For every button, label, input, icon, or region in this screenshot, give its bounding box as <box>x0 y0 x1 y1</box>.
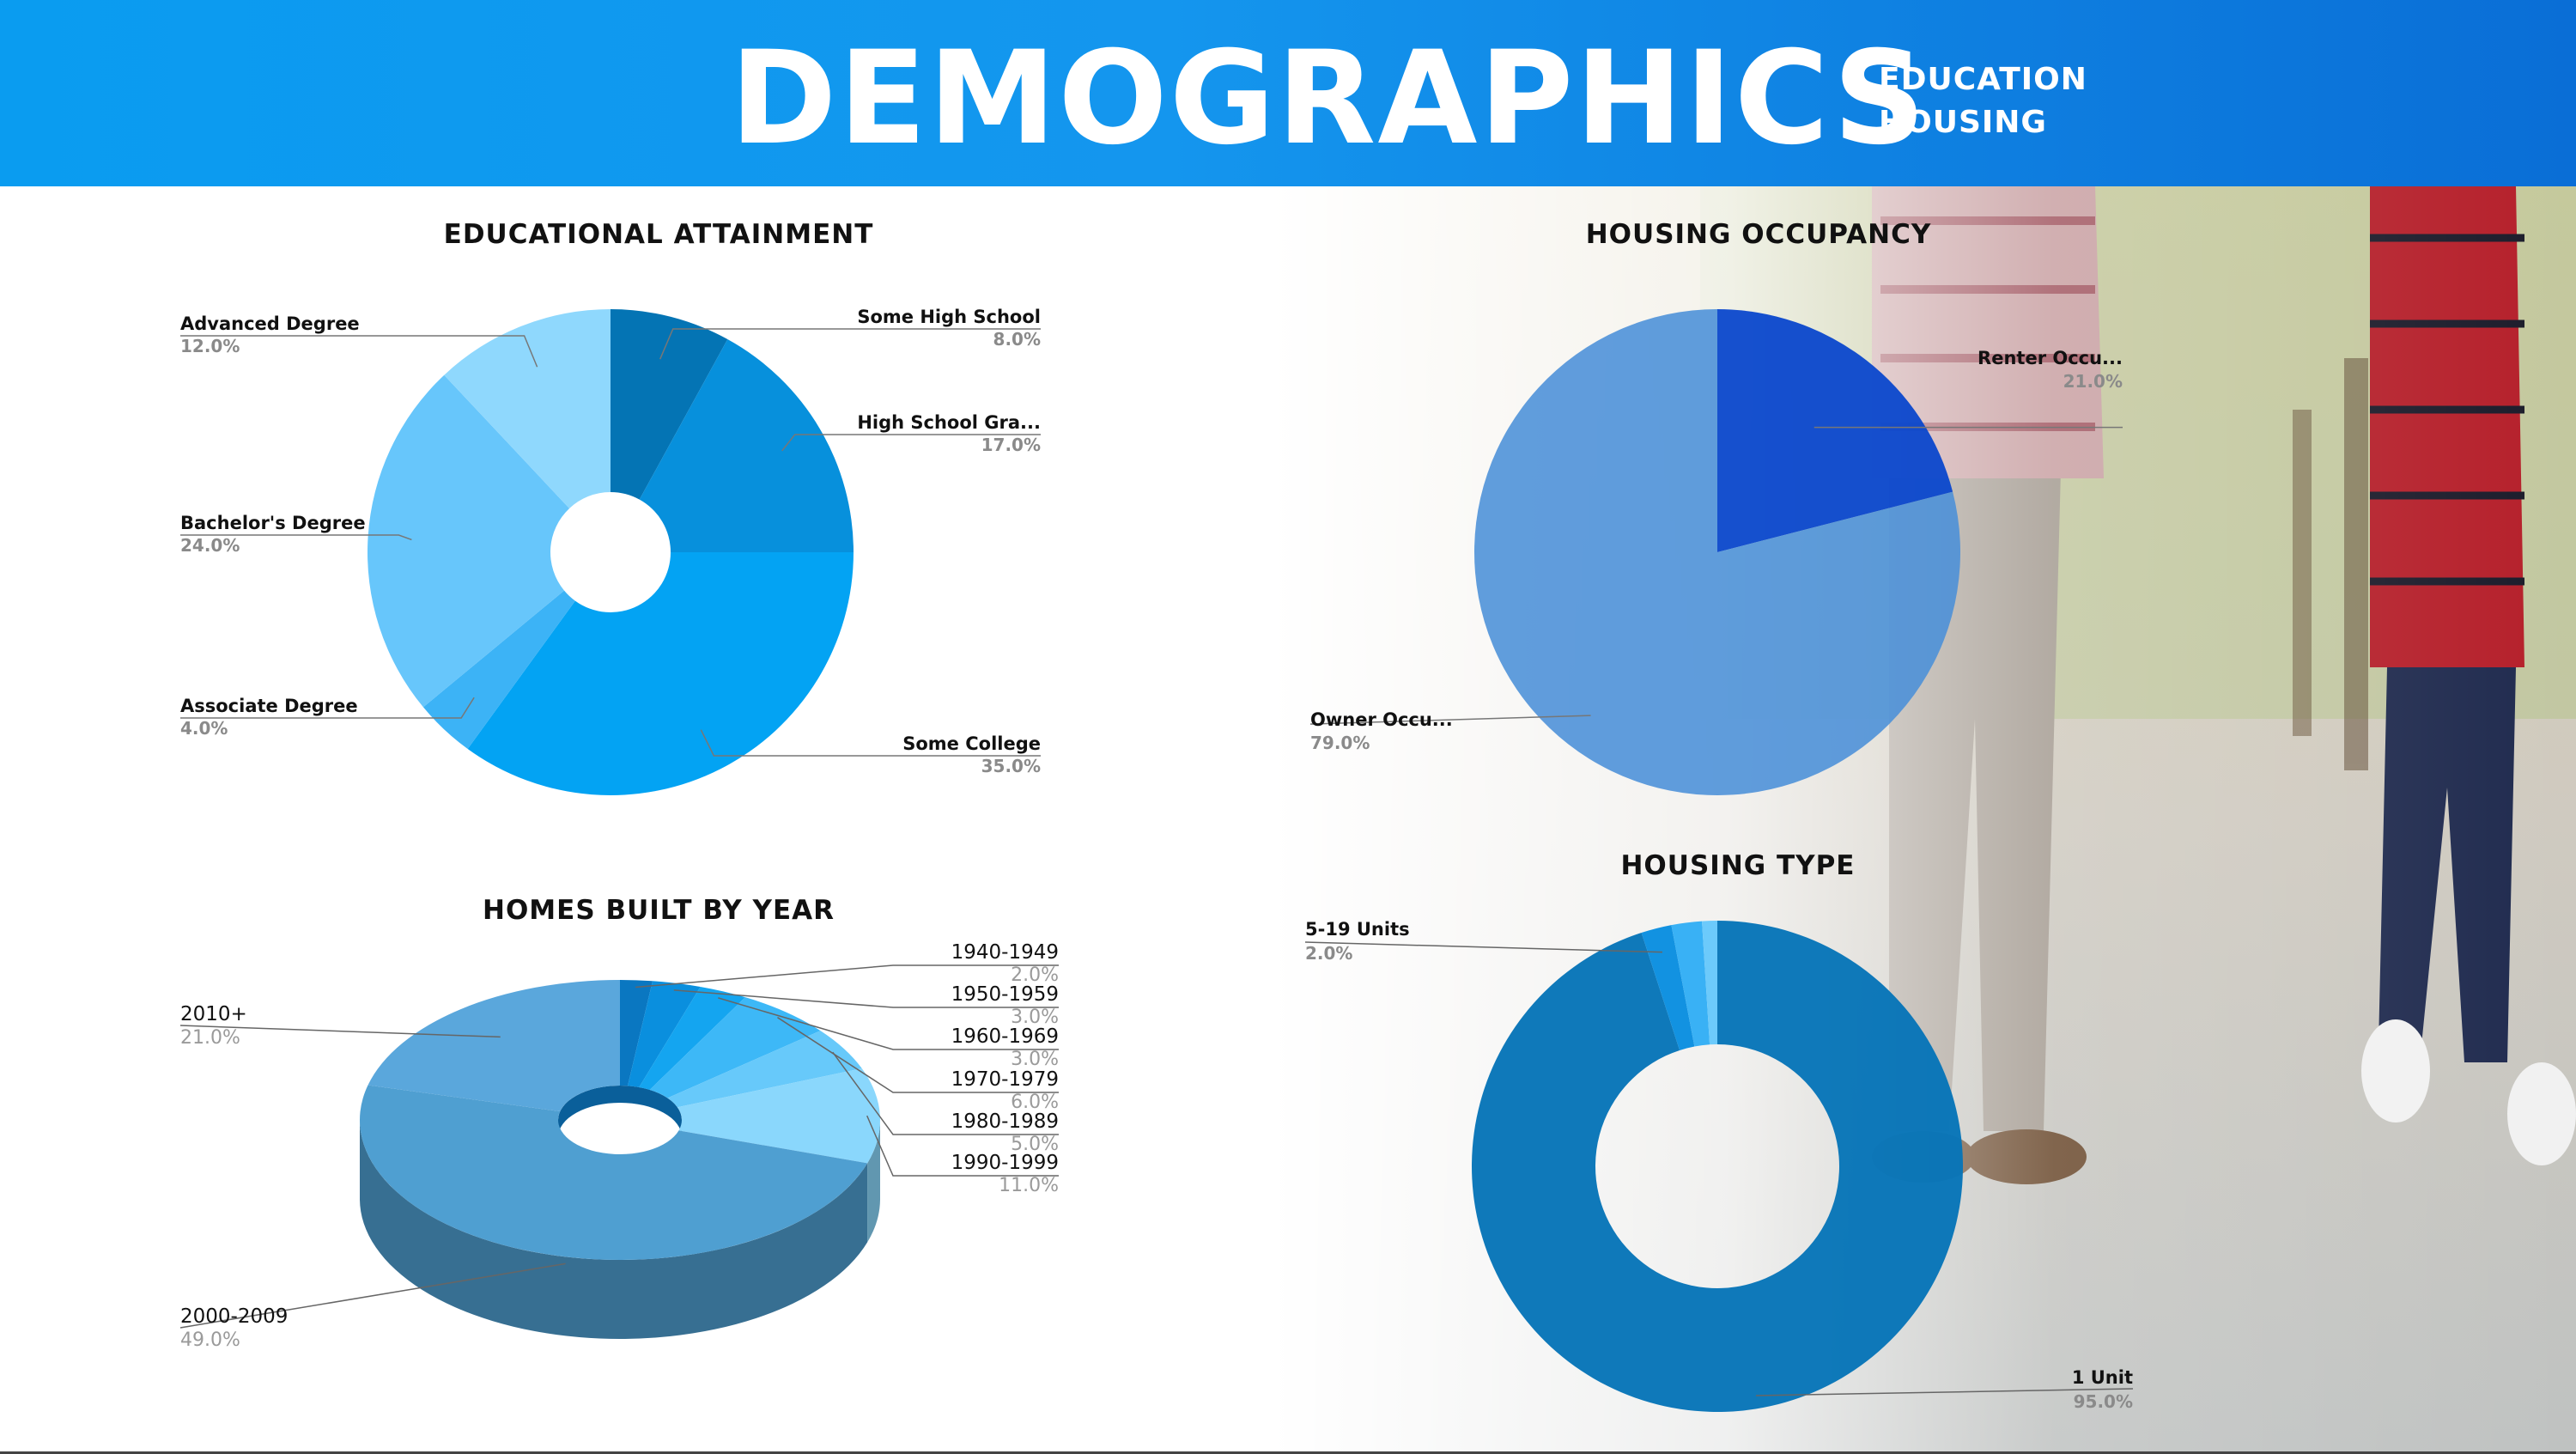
homes-slice-2010 <box>368 980 620 1112</box>
homes-wall-2000-2009 <box>360 1120 868 1339</box>
edu-slice-advanced-degree <box>444 309 611 508</box>
housing-type-leader-line <box>1755 1388 2134 1396</box>
chart-title-occupancy: HOUSING OCCUPANCY <box>1585 219 1932 250</box>
homes-slice-1940-1949 <box>620 980 653 1086</box>
edu-pct: 8.0% <box>993 329 1041 350</box>
page-title: DEMOGRAPHICS <box>730 24 1928 173</box>
homes-pct: 21.0% <box>180 1027 240 1049</box>
edu-label: Some High School <box>857 307 1041 327</box>
header-banner: DEMOGRAPHICS EDUCATION HOUSING <box>0 0 2576 186</box>
homes-label: 1950-1959 <box>951 983 1059 1006</box>
homes-label: 1990-1999 <box>951 1152 1059 1174</box>
housing-type-label: 5-19 Units <box>1305 919 1410 940</box>
homes-pct: 3.0% <box>1011 1049 1059 1070</box>
chart-title-housing-type: HOUSING TYPE <box>1620 850 1856 881</box>
occupancy-label: Renter Occu... <box>1978 348 2123 368</box>
homes-slice-1960-1969 <box>639 986 745 1090</box>
occupancy-slice-owner-occu <box>1474 309 1960 795</box>
subtitle-housing: HOUSING <box>1879 105 2047 140</box>
edu-leader-line <box>781 434 1041 452</box>
housing-type-pct: 2.0% <box>1305 943 1352 964</box>
housing-type-label: 1 Unit <box>2072 1367 2133 1388</box>
homes-leader-line <box>832 1051 1059 1135</box>
homes-pct: 3.0% <box>1011 1007 1059 1028</box>
homes-label: 1970-1979 <box>951 1068 1059 1091</box>
homes-slice-1970-1979 <box>649 997 821 1098</box>
homes-leader-line <box>777 1017 1059 1093</box>
edu-label: Associate Degree <box>180 696 358 716</box>
homes-pct: 2.0% <box>1011 964 1059 986</box>
housing-type-pct: 95.0% <box>2074 1391 2133 1412</box>
homes-pct: 11.0% <box>999 1175 1059 1196</box>
edu-slice-some-college <box>467 552 854 795</box>
edu-label: High School Gra... <box>857 412 1041 433</box>
homes-leader-line <box>179 1262 566 1329</box>
housing-type-slice-slice-3 <box>1702 921 1717 1045</box>
homes-slice-1950-1959 <box>628 981 701 1087</box>
edu-pct: 35.0% <box>981 756 1041 776</box>
homes-hole-wall <box>558 1086 682 1137</box>
edu-pct: 17.0% <box>981 435 1041 455</box>
homes-wall-1990-1999 <box>867 1120 880 1243</box>
edu-slice-associate-degree <box>422 590 575 749</box>
edu-leader-line <box>700 729 1041 757</box>
edu-label: Bachelor's Degree <box>180 513 366 533</box>
occupancy-slice-renter-occu <box>1717 309 1953 552</box>
homes-leader-line <box>718 997 1059 1050</box>
edu-leader-line <box>180 335 538 368</box>
homes-label: 2000-2009 <box>180 1305 288 1328</box>
edu-label: Advanced Degree <box>180 313 360 334</box>
subtitle-education: EDUCATION <box>1879 62 2087 97</box>
edu-leader-line <box>180 534 412 541</box>
occupancy-leader-line <box>1309 715 1591 725</box>
homes-leader-line <box>673 989 1059 1008</box>
bottom-divider <box>0 1451 2576 1454</box>
homes-label: 2010+ <box>180 1003 247 1025</box>
edu-leader-line <box>180 697 475 719</box>
housing-type-slice-1-unit <box>1471 921 1963 1412</box>
edu-slice-high-school-gra <box>639 339 854 552</box>
homes-leader-line <box>179 1025 501 1038</box>
edu-pct: 24.0% <box>180 535 240 556</box>
edu-label: Some College <box>902 733 1041 754</box>
homes-pct: 5.0% <box>1011 1134 1059 1155</box>
housing-type-slice-5-19-units <box>1641 925 1695 1050</box>
homes-leader-line <box>635 964 1059 989</box>
chart-title-homes-built: HOMES BUILT BY YEAR <box>483 895 835 926</box>
housing-type-slice-slice-2 <box>1671 921 1710 1047</box>
homes-label: 1980-1989 <box>951 1110 1059 1133</box>
edu-slice-some-high-school <box>611 309 728 500</box>
homes-label: 1960-1969 <box>951 1025 1059 1048</box>
housing-type-leader-line <box>1304 941 1663 953</box>
homes-slice-1990-1999 <box>677 1068 880 1164</box>
edu-pct: 12.0% <box>180 336 240 356</box>
homes-leader-line <box>866 1115 1059 1177</box>
homes-label: 1940-1949 <box>951 941 1059 964</box>
edu-leader-line <box>659 328 1041 360</box>
occupancy-pct: 21.0% <box>2063 371 2123 392</box>
homes-slice-2000-2009 <box>360 1085 868 1260</box>
homes-pct: 49.0% <box>180 1329 240 1351</box>
homes-slice-1980-1989 <box>667 1031 862 1108</box>
homes-pct: 6.0% <box>1011 1092 1059 1113</box>
chart-title-education: EDUCATIONAL ATTAINMENT <box>443 219 874 250</box>
edu-slice-bachelor-s-degree <box>368 374 570 708</box>
occupancy-label: Owner Occu... <box>1310 709 1453 730</box>
occupancy-pct: 79.0% <box>1310 733 1370 753</box>
edu-pct: 4.0% <box>180 718 228 739</box>
